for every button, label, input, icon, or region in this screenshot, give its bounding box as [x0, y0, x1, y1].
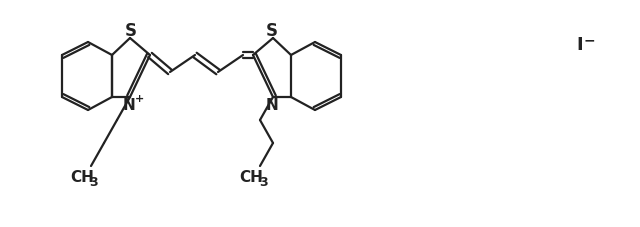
Text: 3: 3: [90, 177, 99, 190]
Text: S: S: [266, 22, 278, 40]
Text: +: +: [134, 94, 143, 104]
Text: N: N: [266, 98, 278, 113]
Text: CH: CH: [239, 170, 263, 185]
Text: S: S: [125, 22, 137, 40]
Text: CH: CH: [70, 170, 94, 185]
Text: 3: 3: [259, 177, 268, 190]
Text: I: I: [577, 36, 583, 54]
Text: N: N: [123, 98, 136, 113]
Text: −: −: [583, 33, 595, 47]
